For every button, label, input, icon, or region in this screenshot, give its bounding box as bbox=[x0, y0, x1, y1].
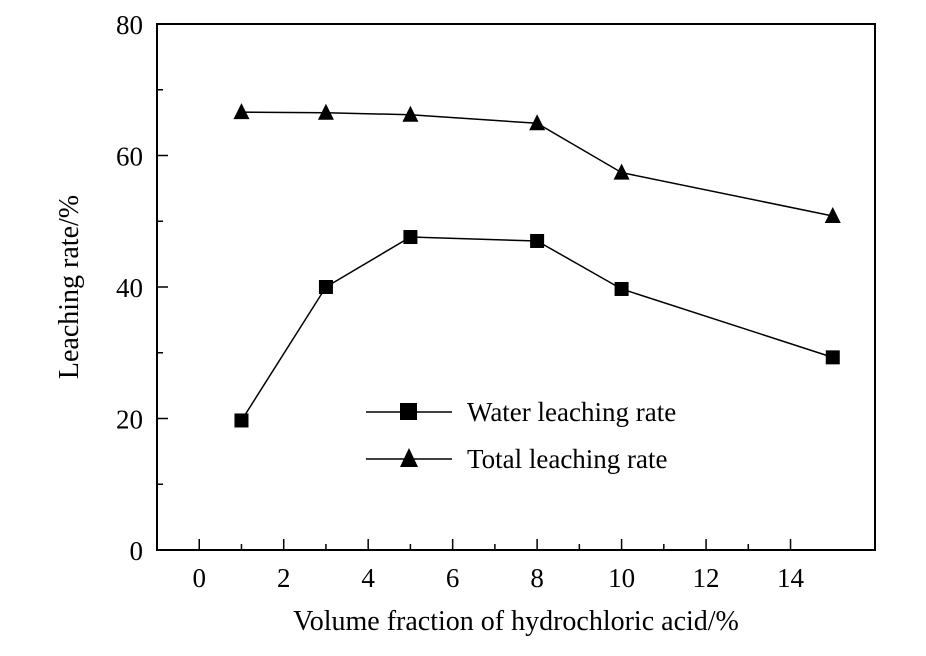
y-tick-label: 40 bbox=[116, 273, 143, 303]
legend-label-total: Total leaching rate bbox=[467, 444, 668, 474]
legend-marker-water bbox=[400, 403, 417, 420]
x-tick-label: 10 bbox=[608, 563, 635, 593]
data-point-square bbox=[614, 281, 629, 296]
data-point-square bbox=[403, 230, 418, 245]
legend-label-water: Water leaching rate bbox=[467, 397, 676, 427]
x-tick-label: 0 bbox=[192, 563, 206, 593]
y-axis-label: Leaching rate/% bbox=[54, 195, 85, 379]
data-point-square bbox=[530, 233, 545, 248]
data-point-triangle bbox=[613, 163, 630, 180]
x-tick-label: 12 bbox=[693, 563, 720, 593]
data-point-square bbox=[234, 413, 249, 428]
data-point-square bbox=[318, 280, 333, 294]
series-layer bbox=[233, 103, 841, 428]
data-point-triangle bbox=[317, 103, 334, 120]
x-tick-label: 14 bbox=[777, 563, 805, 593]
data-point-triangle bbox=[402, 105, 419, 122]
x-axis-label: Volume fraction of hydrochloric acid/% bbox=[293, 606, 739, 637]
legend-marker-total bbox=[400, 448, 418, 467]
data-point-triangle bbox=[529, 114, 546, 131]
y-tick-label: 20 bbox=[116, 405, 143, 435]
x-tick-label: 8 bbox=[530, 563, 544, 593]
data-point-triangle bbox=[824, 206, 841, 223]
y-tick-label: 0 bbox=[130, 536, 144, 566]
y-tick-label: 60 bbox=[116, 142, 143, 172]
legend: Water leaching rate Total leaching rate bbox=[366, 397, 676, 474]
x-tick-label: 2 bbox=[277, 563, 291, 593]
series-line-0 bbox=[240, 236, 833, 421]
data-point-triangle bbox=[233, 103, 250, 120]
tick-labels: 0 2 4 6 8 10 12 14 0 20 40 60 80 bbox=[116, 10, 805, 593]
axis-ticks bbox=[157, 23, 792, 551]
x-tick-label: 6 bbox=[446, 563, 460, 593]
y-tick-label: 80 bbox=[116, 10, 143, 40]
x-tick-label: 4 bbox=[361, 563, 375, 593]
series-line-1 bbox=[241, 111, 833, 217]
data-point-square bbox=[825, 350, 840, 365]
